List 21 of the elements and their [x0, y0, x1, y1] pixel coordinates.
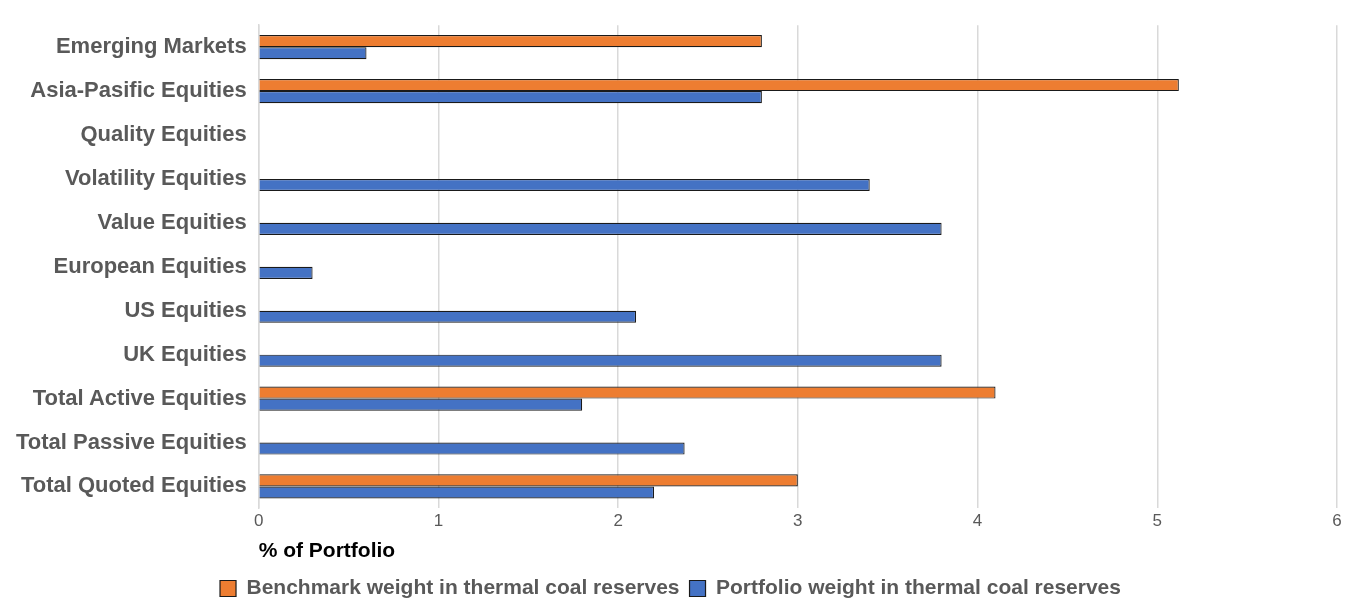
y-tick-label: UK Equities — [123, 340, 247, 366]
y-tick-label: Total Active Equities — [32, 384, 247, 410]
x-tick-label: 4 — [972, 511, 983, 531]
legend-label: Portfolio weight in thermal coal reserves — [716, 575, 1121, 599]
y-tick-label: European Equities — [53, 252, 247, 278]
y-tick-label: Quality Equities — [80, 121, 247, 147]
y-tick-label: Volatility Equities — [64, 165, 247, 191]
x-tick-label: 5 — [1152, 511, 1163, 531]
y-tick-label: Asia-Pasific Equities — [30, 77, 247, 103]
legend-label: Benchmark weight in thermal coal reserves — [246, 575, 680, 599]
x-axis-title: % of Portfolio — [258, 538, 396, 562]
x-tick-label: 3 — [793, 511, 803, 531]
x-tick-label: 6 — [1332, 511, 1342, 531]
x-tick-label: 0 — [253, 511, 264, 531]
y-tick-label: Value Equities — [97, 208, 247, 234]
y-tick-label: Emerging Markets — [55, 33, 247, 59]
x-tick-label: 1 — [433, 511, 444, 531]
x-tick-label: 2 — [613, 511, 623, 531]
y-tick-label: Total Quoted Equities — [20, 472, 247, 498]
y-tick-label: Total Passive Equities — [15, 428, 247, 454]
y-tick-label: US Equities — [124, 296, 247, 322]
